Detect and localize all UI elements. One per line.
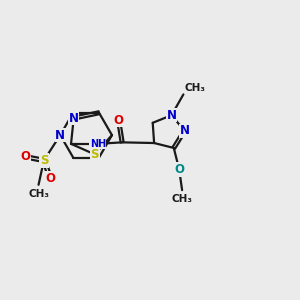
Text: O: O <box>114 114 124 127</box>
Text: N: N <box>179 124 190 137</box>
Text: O: O <box>45 172 56 185</box>
Text: CH₃: CH₃ <box>28 189 49 199</box>
Text: NH: NH <box>90 139 106 149</box>
Text: S: S <box>90 148 99 161</box>
Text: S: S <box>40 154 48 167</box>
Text: O: O <box>174 163 184 176</box>
Text: N: N <box>55 129 65 142</box>
Text: N: N <box>69 112 79 124</box>
Text: CH₃: CH₃ <box>185 83 206 93</box>
Text: N: N <box>167 109 176 122</box>
Text: O: O <box>20 150 31 163</box>
Text: CH₃: CH₃ <box>172 194 193 204</box>
